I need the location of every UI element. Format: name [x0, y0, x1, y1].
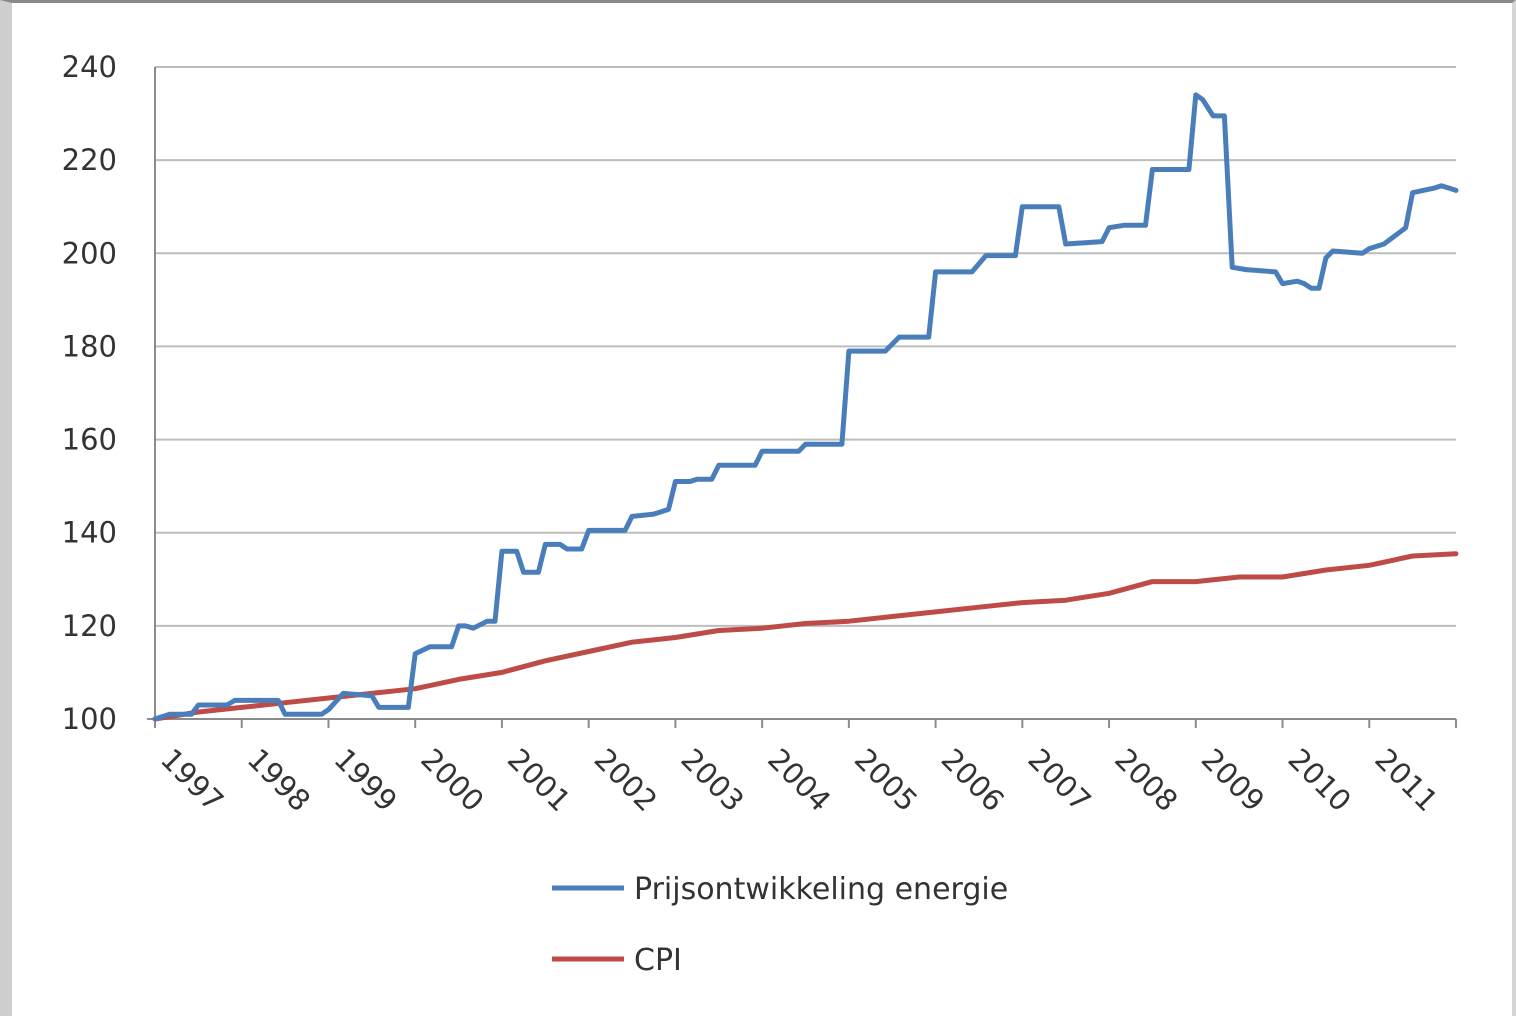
x-tick-label: 2000	[414, 742, 490, 818]
gridlines	[155, 66, 1456, 720]
x-tick-label: 2004	[761, 742, 837, 818]
x-tick-label: 2011	[1368, 742, 1444, 818]
axes	[147, 67, 1456, 727]
x-tick-label: 1997	[154, 742, 230, 818]
y-tick-label: 100	[62, 702, 117, 736]
y-axis-ticks: 100 120 140 160 180 200 220 240	[62, 50, 117, 736]
y-tick-label: 180	[62, 329, 117, 363]
x-tick-label: 2005	[848, 742, 924, 818]
x-tick-label: 1998	[241, 742, 317, 818]
x-tick-label: 2003	[674, 742, 750, 818]
x-tick-label: 2006	[935, 742, 1011, 818]
legend-label: Prijsontwikkeling energie	[634, 872, 1008, 907]
y-tick-label: 160	[62, 423, 117, 457]
y-tick-label: 240	[62, 50, 117, 84]
x-tick-label: 2007	[1021, 742, 1097, 818]
legend-label: CPI	[634, 943, 682, 978]
y-tick-label: 220	[62, 143, 117, 177]
legend: Prijsontwikkeling energie CPI	[552, 872, 1008, 978]
x-tick-label: 2009	[1195, 742, 1271, 818]
series-line-energie	[152, 92, 1459, 722]
y-tick-label: 200	[62, 236, 117, 270]
y-tick-label: 120	[62, 609, 117, 643]
x-tick-label: 2001	[501, 742, 577, 818]
y-tick-label: 140	[62, 516, 117, 550]
x-axis-ticks: 1997 1998 1999 2000 2001 2002 2003 2004 2005 2006…	[154, 719, 1457, 818]
x-tick-label: 2008	[1108, 742, 1184, 818]
x-tick-label: 2002	[588, 742, 664, 818]
series-lines	[152, 92, 1459, 722]
x-tick-label: 1999	[328, 742, 404, 818]
x-tick-label: 2010	[1282, 742, 1358, 818]
